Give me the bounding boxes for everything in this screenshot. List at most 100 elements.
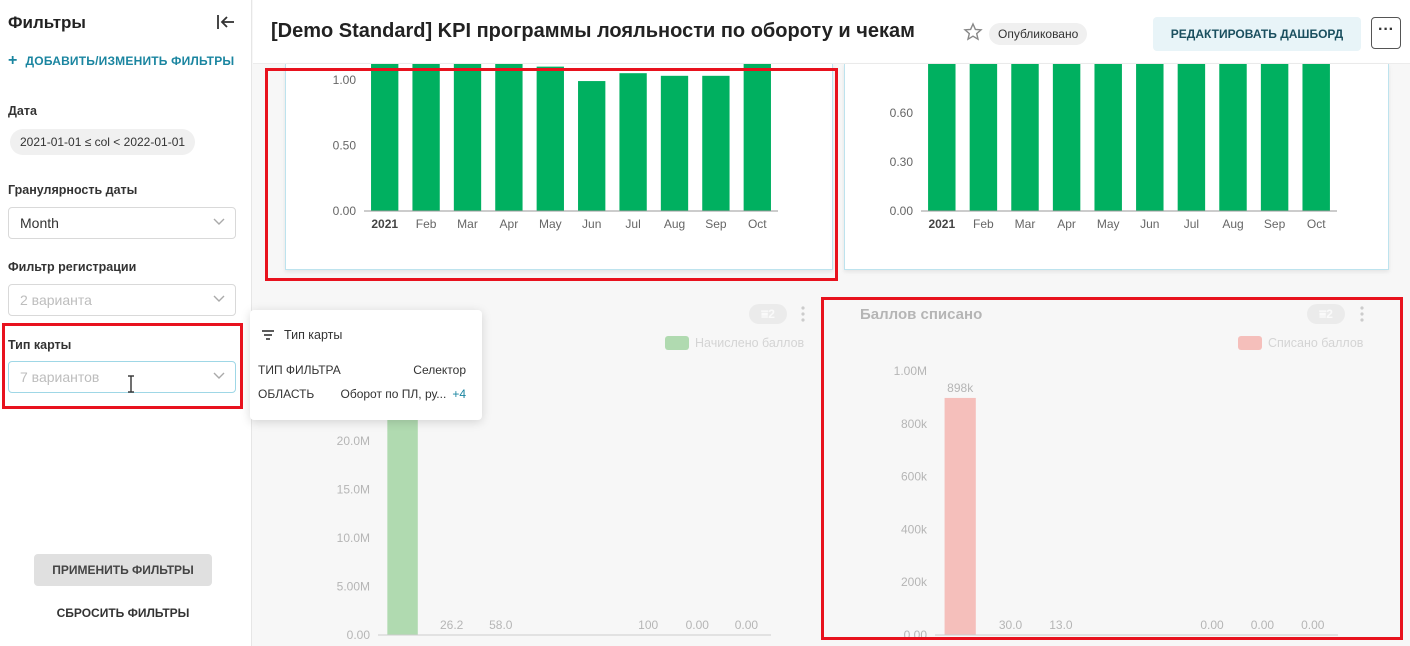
x-tick-label: May — [1097, 217, 1120, 231]
popover-header: Тип карты — [262, 328, 342, 342]
y-tick-label: 5.00M — [337, 579, 370, 593]
bar[interactable] — [969, 64, 998, 211]
dashboard-header: [Demo Standard] KPI программы лояльности… — [253, 0, 1410, 64]
bar[interactable] — [928, 64, 956, 211]
y-tick-label: 1.00 — [333, 73, 357, 87]
filter-count-badge[interactable]: ⩸2 — [749, 304, 787, 324]
collapse-sidebar-icon[interactable] — [214, 12, 236, 32]
x-tick-label: Sep — [705, 217, 727, 231]
bar[interactable] — [578, 81, 606, 211]
chart-card-bottom-left: ⩸2 Начислено баллов 0.00 5.00M 10.0M 15.0M 2… — [285, 298, 819, 646]
legend-label: Списано баллов — [1268, 336, 1364, 350]
bar[interactable] — [536, 66, 564, 211]
bar[interactable] — [1177, 64, 1206, 211]
bar[interactable] — [371, 64, 399, 211]
reg-filter-label: Фильтр регистрации — [8, 260, 137, 274]
x-tick-label: Feb — [416, 217, 437, 231]
text-cursor-icon — [128, 375, 134, 393]
bar[interactable] — [1052, 64, 1081, 211]
bar[interactable] — [387, 402, 418, 635]
x-tick-label: Oct — [748, 217, 767, 231]
legend-swatch — [665, 336, 689, 350]
filter-icon: ⩸ — [1319, 307, 1327, 321]
x-tick-label: Apr — [1057, 217, 1076, 231]
filter-lines-icon — [262, 330, 274, 340]
filter-info-popover: Тип карты ТИП ФИЛЬТРА Селектор ОБЛАСТЬ О… — [250, 310, 482, 420]
kebab-menu-icon[interactable] — [800, 305, 806, 323]
chart-card-bottom-right: Баллов списано ⩸2 Списано баллов 0.00 200… — [844, 298, 1389, 646]
popover-more-link[interactable]: +4 — [452, 387, 466, 401]
bar[interactable] — [1219, 64, 1247, 211]
data-label: 898k — [947, 381, 974, 395]
legend-written-off: Списано баллов — [1238, 336, 1363, 350]
x-tick-label: 2021 — [371, 217, 398, 231]
filter-count: 2 — [1326, 307, 1333, 321]
more-options-button[interactable]: ··· — [1371, 17, 1401, 49]
bar[interactable] — [944, 397, 976, 635]
y-tick-label: 20.0M — [337, 434, 370, 448]
bar[interactable] — [495, 64, 523, 211]
bar[interactable] — [1094, 64, 1122, 211]
apply-filters-button[interactable]: ПРИМЕНИТЬ ФИЛЬТРЫ — [34, 554, 212, 586]
granularity-select[interactable]: Month — [8, 207, 236, 239]
sidebar-title: Фильтры — [8, 13, 86, 32]
bar[interactable] — [619, 73, 647, 211]
y-tick-label: 0.30 — [890, 155, 914, 169]
x-tick-label: Apr — [500, 217, 519, 231]
y-tick-label: 400k — [901, 522, 928, 536]
bar[interactable] — [453, 64, 482, 211]
add-filters-button[interactable]: + ДОБАВИТЬ/ИЗМЕНИТЬ ФИЛЬТРЫ — [8, 52, 235, 69]
bar[interactable] — [412, 64, 440, 211]
faded-layer: ⩸2 Начислено баллов 0.00 5.00M 10.0M 15.0M 2… — [285, 298, 819, 646]
y-tick-label: 800k — [901, 417, 928, 431]
y-tick-label: 0.00 — [333, 204, 357, 218]
reset-filters-button[interactable]: СБРОСИТЬ ФИЛЬТРЫ — [56, 606, 190, 620]
chevron-down-icon — [213, 372, 225, 379]
data-label: 58.0 — [489, 618, 513, 632]
y-tick-label: 1.00M — [894, 364, 927, 378]
bar[interactable] — [1302, 64, 1330, 211]
bar[interactable] — [1260, 64, 1289, 211]
kebab-menu-icon[interactable] — [1359, 305, 1365, 323]
status-badge: Опубликовано — [989, 23, 1088, 45]
y-tick-label: 0.00 — [904, 628, 928, 642]
y-tick-label: 600k — [901, 470, 928, 484]
granularity-label: Гранулярность даты — [8, 183, 138, 197]
y-tick-label: 200k — [901, 575, 928, 589]
reg-filter-select[interactable]: 2 варианта — [8, 284, 236, 316]
bar[interactable] — [660, 75, 689, 211]
x-tick-label: Feb — [973, 217, 994, 231]
add-filters-label: ДОБАВИТЬ/ИЗМЕНИТЬ ФИЛЬТРЫ — [25, 54, 235, 68]
plus-icon: + — [8, 52, 18, 69]
bar[interactable] — [1136, 64, 1164, 211]
filter-count-badge[interactable]: ⩸2 — [1307, 304, 1345, 324]
popover-key: ТИП ФИЛЬТРА — [258, 363, 341, 377]
data-label: 0.00 — [686, 618, 710, 632]
data-label: 100 — [638, 618, 658, 632]
star-icon[interactable] — [963, 22, 983, 42]
data-label: 0.00 — [1301, 618, 1325, 632]
data-label: 0.00 — [1200, 618, 1224, 632]
card-title: Баллов списано — [860, 306, 983, 323]
filter-icon: ⩸ — [761, 307, 769, 321]
x-tick-label: 2021 — [928, 217, 955, 231]
card-type-select[interactable]: 7 вариантов — [8, 361, 236, 393]
bar-chart-top-left: 0.00 0.50 1.00 2021 Feb Mar Apr May Jun Jul Aug Sep… — [333, 64, 778, 231]
popover-title: Тип карты — [284, 328, 343, 342]
bar-chart-bottom-left: 0.00 5.00M 10.0M 15.0M 20.0M 26.2 58.0 100 0.00 0… — [337, 402, 771, 642]
x-tick-label: Jul — [1184, 217, 1199, 231]
popover-key: ОБЛАСТЬ — [258, 387, 315, 401]
y-tick-label: 15.0M — [337, 482, 370, 496]
y-tick-label: 10.0M — [337, 531, 370, 545]
bar[interactable] — [702, 75, 730, 211]
legend-label: Начислено баллов — [695, 336, 805, 350]
reg-filter-value: 2 варианта — [20, 292, 92, 308]
y-tick-label: 0.50 — [333, 138, 357, 152]
chevron-down-icon — [213, 295, 225, 302]
date-filter-chip[interactable]: 2021-01-01 ≤ col < 2022-01-01 — [10, 129, 196, 155]
bar[interactable] — [743, 64, 771, 211]
granularity-value: Month — [20, 215, 59, 231]
bar[interactable] — [1011, 64, 1039, 211]
edit-dashboard-button[interactable]: РЕДАКТИРОВАТЬ ДАШБОРД — [1153, 17, 1361, 51]
x-tick-label: Aug — [1222, 217, 1243, 231]
